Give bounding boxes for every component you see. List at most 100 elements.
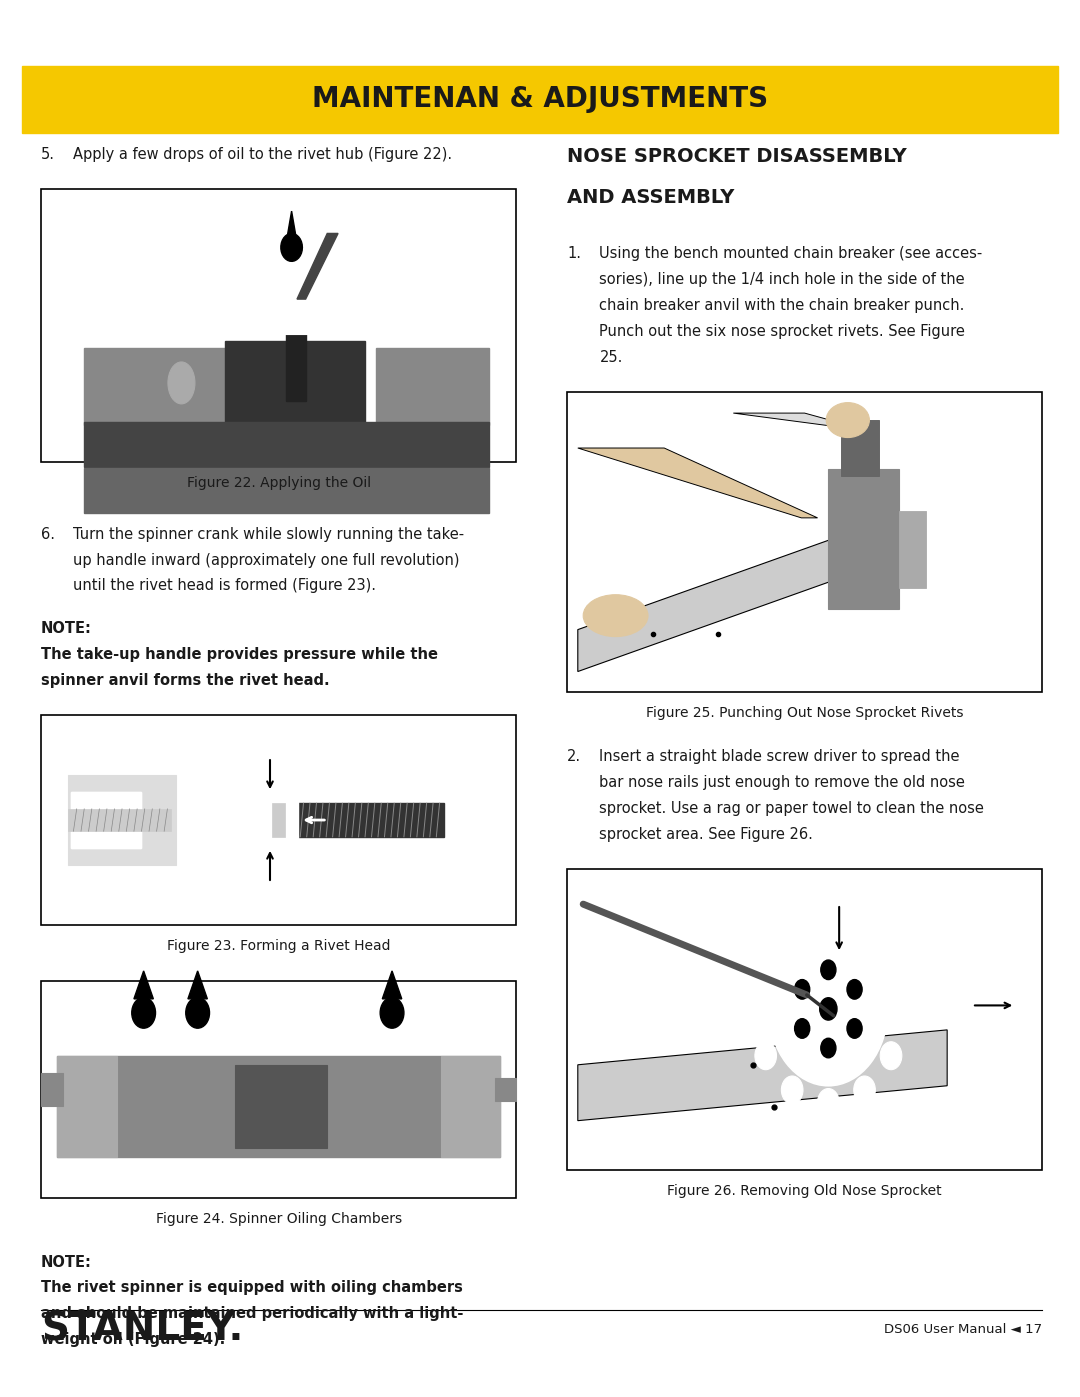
Circle shape	[890, 995, 912, 1023]
Circle shape	[795, 1018, 810, 1038]
Bar	[567, 393, 1042, 693]
Bar	[68, 809, 171, 831]
Circle shape	[818, 1088, 839, 1116]
Circle shape	[854, 914, 875, 942]
Circle shape	[880, 1042, 902, 1070]
Circle shape	[755, 949, 777, 977]
Text: 6.: 6.	[41, 527, 55, 542]
Ellipse shape	[826, 402, 869, 437]
Text: weight oil (Figure 24).: weight oil (Figure 24).	[41, 1331, 226, 1347]
Ellipse shape	[168, 362, 194, 404]
Bar	[899, 511, 926, 588]
Text: Insert a straight blade screw driver to spread the: Insert a straight blade screw driver to …	[599, 749, 960, 764]
Circle shape	[132, 997, 156, 1028]
Circle shape	[847, 1018, 862, 1038]
Circle shape	[821, 960, 836, 979]
Text: sories), line up the 1/4 inch hole in the side of the: sories), line up the 1/4 inch hole in th…	[599, 272, 966, 286]
Text: NOTE:: NOTE:	[41, 620, 92, 636]
Circle shape	[755, 1042, 777, 1070]
Bar	[68, 775, 176, 865]
Bar	[567, 869, 1042, 1169]
Circle shape	[880, 949, 902, 977]
Text: up handle inward (approximately one full revolution): up handle inward (approximately one full…	[73, 552, 460, 567]
Text: bar nose rails just enough to remove the old nose: bar nose rails just enough to remove the…	[599, 775, 966, 789]
Bar	[41, 715, 516, 925]
Polygon shape	[733, 414, 855, 427]
Text: Figure 23. Forming a Rivet Head: Figure 23. Forming a Rivet Head	[167, 939, 390, 953]
Text: AND ASSEMBLY: AND ASSEMBLY	[567, 189, 734, 207]
Bar	[376, 348, 489, 425]
Bar	[343, 778, 441, 862]
Bar	[41, 981, 516, 1197]
Text: NOSE SPROCKET DISASSEMBLY: NOSE SPROCKET DISASSEMBLY	[567, 147, 907, 166]
Text: Figure 22. Applying the Oil: Figure 22. Applying the Oil	[187, 475, 370, 490]
Bar	[495, 1078, 516, 1101]
Text: Figure 24. Spinner Oiling Chambers: Figure 24. Spinner Oiling Chambers	[156, 1211, 402, 1227]
Bar	[71, 792, 141, 848]
Bar	[57, 1056, 500, 1157]
Text: 2.: 2.	[567, 749, 581, 764]
Text: STANLEY.: STANLEY.	[41, 1310, 243, 1350]
Text: Figure 26. Removing Old Nose Sprocket: Figure 26. Removing Old Nose Sprocket	[667, 1183, 942, 1197]
Text: sprocket. Use a rag or paper towel to clean the nose: sprocket. Use a rag or paper towel to cl…	[599, 800, 984, 816]
Text: chain breaker anvil with the chain breaker punch.: chain breaker anvil with the chain break…	[599, 298, 964, 313]
Bar	[84, 422, 489, 467]
Text: NOTE:: NOTE:	[41, 1255, 92, 1270]
Bar	[225, 341, 365, 432]
Bar	[84, 348, 225, 425]
Bar	[84, 348, 225, 425]
Polygon shape	[134, 971, 153, 999]
Circle shape	[795, 979, 810, 999]
Bar	[441, 1056, 500, 1157]
Bar	[376, 348, 489, 425]
Polygon shape	[297, 233, 338, 299]
Bar	[828, 469, 899, 609]
Text: 5.: 5.	[41, 147, 55, 162]
Text: The take-up handle provides pressure while the: The take-up handle provides pressure whi…	[41, 647, 438, 662]
Text: sprocket area. See Figure 26.: sprocket area. See Figure 26.	[599, 827, 813, 841]
Text: and should be maintained periodically with a light-: and should be maintained periodically wi…	[41, 1306, 463, 1322]
Bar	[272, 803, 285, 837]
Polygon shape	[578, 1030, 947, 1120]
Polygon shape	[382, 971, 402, 999]
Text: Figure 25. Punching Out Nose Sprocket Rivets: Figure 25. Punching Out Nose Sprocket Ri…	[646, 707, 963, 721]
Text: Using the bench mounted chain breaker (see acces-: Using the bench mounted chain breaker (s…	[599, 246, 983, 261]
Polygon shape	[188, 971, 207, 999]
Circle shape	[782, 914, 804, 942]
Circle shape	[847, 979, 862, 999]
Circle shape	[769, 932, 888, 1085]
Text: Turn the spinner crank while slowly running the take-: Turn the spinner crank while slowly runn…	[73, 527, 464, 542]
Bar	[57, 1056, 500, 1157]
Text: MAINTENAN & ADJUSTMENTS: MAINTENAN & ADJUSTMENTS	[312, 85, 768, 113]
Circle shape	[818, 901, 839, 929]
Circle shape	[820, 997, 837, 1020]
Text: Punch out the six nose sprocket rivets. See Figure: Punch out the six nose sprocket rivets. …	[599, 324, 966, 338]
Text: The rivet spinner is equipped with oiling chambers: The rivet spinner is equipped with oilin…	[41, 1280, 463, 1295]
Bar	[841, 420, 879, 476]
Bar	[71, 792, 141, 848]
Text: until the rivet head is formed (Figure 23).: until the rivet head is formed (Figure 2…	[73, 578, 377, 594]
Bar	[41, 1073, 63, 1106]
Circle shape	[782, 1076, 804, 1104]
Circle shape	[745, 995, 767, 1023]
Bar	[286, 324, 306, 401]
Text: 25.: 25.	[599, 349, 623, 365]
Bar	[235, 1065, 327, 1148]
Text: Apply a few drops of oil to the rivet hub (Figure 22).: Apply a few drops of oil to the rivet hu…	[73, 147, 453, 162]
Circle shape	[854, 1076, 875, 1104]
Bar	[298, 803, 444, 837]
Bar	[259, 789, 298, 851]
Polygon shape	[287, 211, 296, 236]
Text: DS06 User Manual ◄ 17: DS06 User Manual ◄ 17	[885, 1323, 1042, 1337]
Text: spinner anvil forms the rivet head.: spinner anvil forms the rivet head.	[41, 672, 329, 687]
Circle shape	[380, 997, 404, 1028]
Polygon shape	[281, 233, 302, 261]
Circle shape	[186, 997, 210, 1028]
Bar	[57, 1056, 117, 1157]
Bar	[84, 468, 489, 513]
Text: 1.: 1.	[567, 246, 581, 261]
Polygon shape	[578, 448, 818, 518]
Bar	[22, 66, 1058, 133]
Circle shape	[821, 1038, 836, 1058]
Polygon shape	[578, 532, 852, 672]
